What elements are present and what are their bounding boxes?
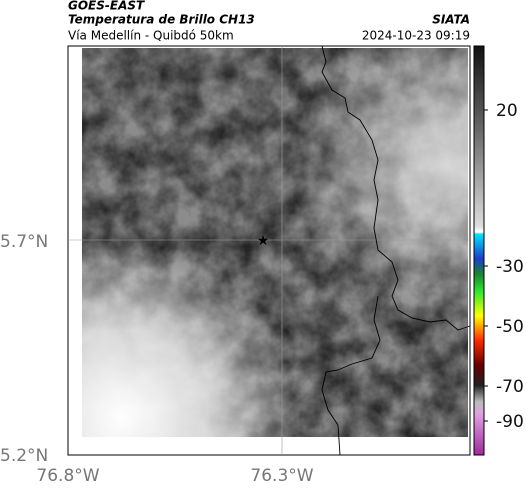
source: SIATA (432, 13, 470, 27)
colorbar-label: -70 (496, 377, 524, 397)
border (321, 295, 381, 456)
border (321, 45, 471, 331)
lat-label: 5.2°N (0, 446, 48, 466)
lon-label: 76.3°W (250, 466, 313, 486)
colorbar-label: -90 (496, 412, 524, 432)
title: GOES-EAST (68, 0, 145, 13)
colorbar-ticks (484, 109, 488, 422)
colorbar-label: 20 (496, 101, 518, 121)
subtitle: Temperatura de Brillo CH13 (68, 13, 255, 27)
map-frame (67, 45, 471, 456)
colorbar-label: -30 (496, 257, 524, 277)
lat-label: 5.7°N (0, 232, 48, 252)
colorbar-label: -50 (496, 317, 524, 337)
lon-label: 76.8°W (36, 466, 99, 486)
location-star: ★ (257, 233, 270, 249)
timestamp: 2024-10-23 09:19 (362, 29, 470, 43)
colorbar (473, 45, 485, 456)
satellite-image (82, 48, 468, 437)
route: Vía Medellín - Quibdó 50km (68, 29, 234, 43)
